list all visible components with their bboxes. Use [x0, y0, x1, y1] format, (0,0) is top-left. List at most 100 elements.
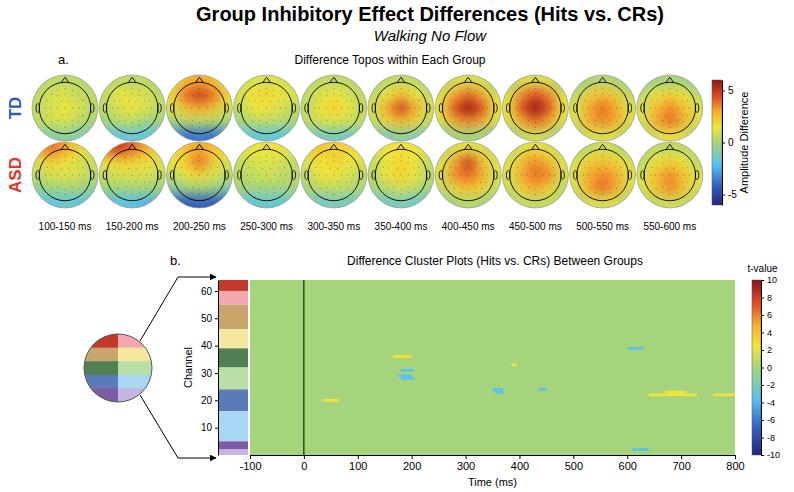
topo-cell [219, 128, 233, 142]
topo-field [502, 75, 569, 142]
topo-cell [583, 101, 597, 115]
topo-cell [637, 182, 651, 196]
cluster-segment [401, 369, 414, 372]
topo [368, 142, 435, 209]
topo-cell [219, 195, 233, 209]
topo-cell [529, 115, 543, 129]
topo-cell [327, 101, 341, 115]
topo-cell [327, 195, 341, 209]
y-axis-title: Channel [182, 347, 194, 388]
topo-cell [516, 88, 530, 102]
topo-cell [690, 195, 704, 209]
topo-cell [596, 101, 610, 115]
topo-cell [637, 88, 651, 102]
topo-cell [273, 75, 287, 89]
cluster-segment [665, 391, 687, 394]
topo-cell [273, 168, 287, 182]
topo-cell [301, 115, 315, 129]
topo-cell [408, 75, 422, 89]
topo-cell [193, 182, 207, 196]
cluster-segment [538, 388, 546, 391]
head-outline [166, 142, 232, 208]
topo-cell [394, 182, 408, 196]
time-window-label: 150-200 ms [106, 221, 159, 232]
tick: 800 [726, 455, 744, 472]
head-outline [99, 75, 165, 141]
tick: 30 [201, 368, 218, 379]
tick-mark [761, 280, 764, 281]
topo-field [166, 75, 233, 142]
channel-group [219, 329, 248, 348]
topo-cell [247, 155, 261, 169]
topo-cell [99, 155, 113, 169]
tick: 4 [761, 328, 772, 338]
tick: 6 [761, 310, 772, 320]
colorbar [712, 80, 722, 205]
topo-cell [475, 75, 489, 89]
topo-cell [663, 168, 677, 182]
head-outline [368, 75, 434, 141]
topo-cell [368, 155, 382, 169]
topo-cell [85, 101, 99, 115]
topo-cell [435, 142, 449, 156]
figure-subtitle: Walking No Flow [374, 27, 487, 44]
topo-cell [314, 155, 328, 169]
tick-label: -6 [767, 415, 775, 425]
pointer-line [140, 395, 216, 458]
tick-mark [215, 400, 218, 401]
head-region [118, 361, 153, 375]
topo-cell [301, 75, 315, 89]
topo-cell [32, 88, 46, 102]
topo-cell [555, 101, 569, 115]
topo-cell [488, 142, 502, 156]
topo-cell [368, 195, 382, 209]
topo-field [637, 142, 704, 209]
topo-cell [448, 168, 462, 182]
tick: -8 [761, 433, 775, 443]
tick: 60 [201, 286, 218, 297]
topo-cell [448, 155, 462, 169]
head-outline [570, 75, 636, 141]
topo-cell [529, 155, 543, 169]
tick-label: -100 [239, 460, 261, 472]
tick-mark [761, 350, 764, 351]
topo-cell [273, 142, 287, 156]
topo-field [570, 142, 637, 209]
topo-cell [32, 182, 46, 196]
tick: 0 [761, 363, 772, 373]
figure: Group Inhibitory Effect Differences (Hit… [0, 0, 794, 492]
cluster-segment [323, 399, 339, 402]
topo-cell [126, 128, 140, 142]
panel-title: Difference Cluster Plots (Hits vs. CRs) … [347, 254, 643, 268]
topo-cell [435, 75, 449, 89]
tick-label: 100 [349, 460, 367, 472]
tick-mark [735, 455, 736, 459]
tick-label: 600 [619, 460, 637, 472]
topo-cell [381, 168, 395, 182]
topo-cell [462, 195, 476, 209]
topo-cell [596, 115, 610, 129]
cluster-segment [511, 363, 516, 366]
time-window-label: 450-500 ms [509, 221, 562, 232]
topo-cell [596, 182, 610, 196]
tick-label: 40 [201, 340, 213, 351]
head-outline [570, 142, 636, 208]
cluster-segment [401, 377, 414, 380]
topo-field [32, 142, 99, 209]
tick-mark [358, 455, 359, 459]
head-outline [301, 142, 367, 208]
topo-cell [583, 142, 597, 156]
topo-cell [354, 101, 368, 115]
channel-group [219, 305, 248, 330]
topo [502, 75, 569, 142]
topo-cell [58, 101, 72, 115]
topo-cell [260, 101, 274, 115]
tick-mark [761, 298, 764, 299]
topo-cell [314, 75, 328, 89]
tick-label: 6 [767, 310, 772, 320]
topo-cell [529, 101, 543, 115]
topo-cell [529, 88, 543, 102]
topo [99, 75, 166, 142]
topo-cell [340, 75, 354, 89]
topo-cell [676, 168, 690, 182]
